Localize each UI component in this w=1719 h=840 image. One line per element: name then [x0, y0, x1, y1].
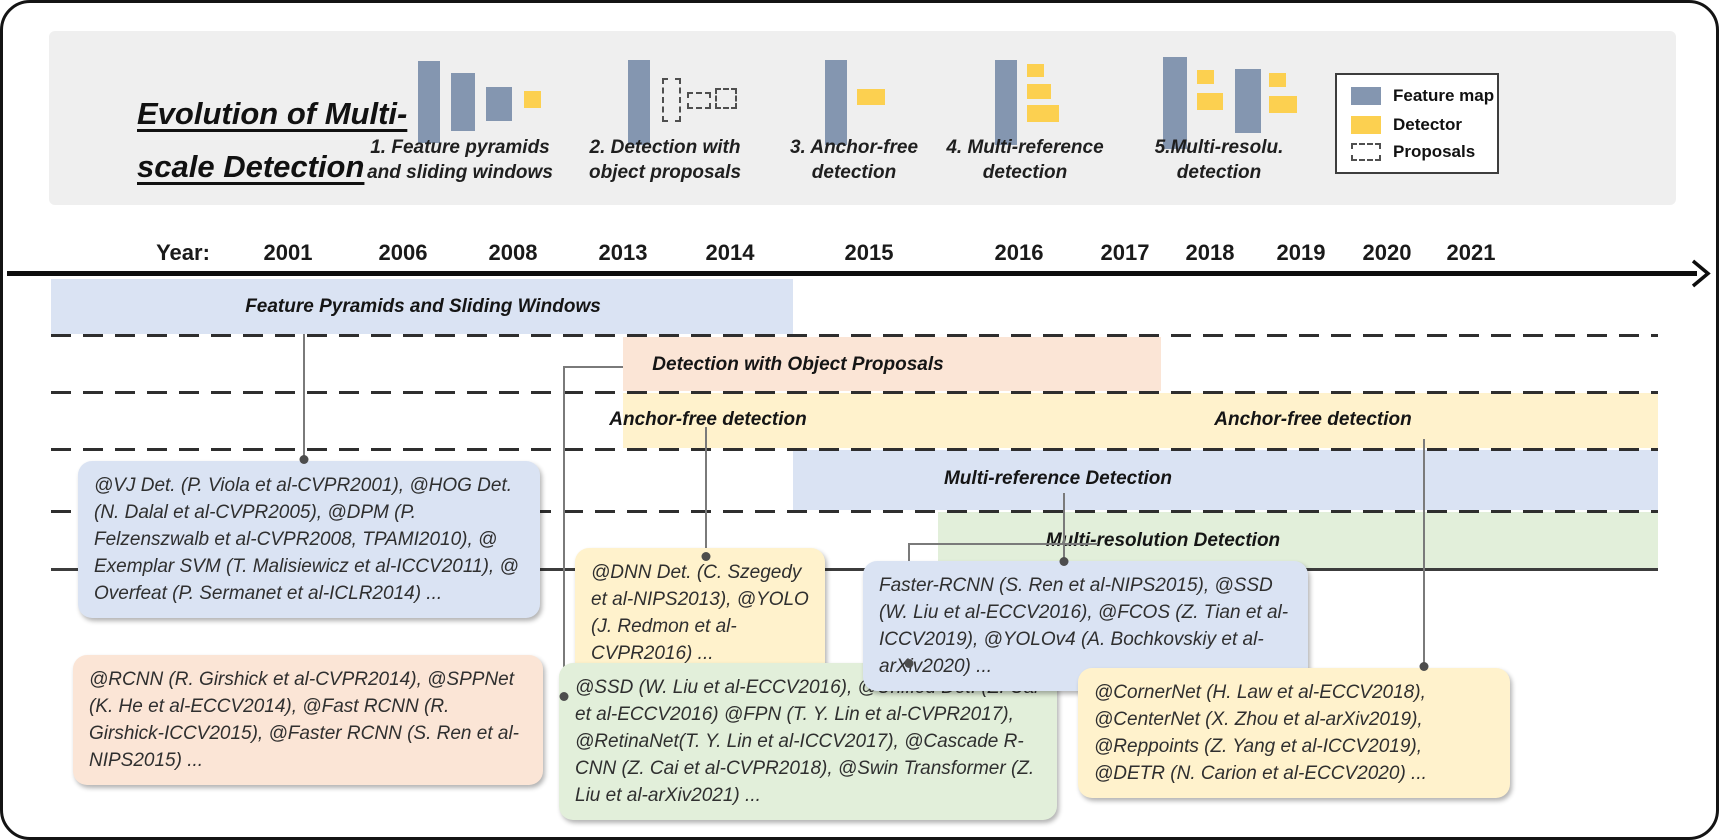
band-multi-reference [793, 450, 1658, 510]
connector-line [1063, 493, 1065, 559]
detector-icon [1197, 70, 1214, 84]
callout-object-proposals-refs: @RCNN (R. Girshick et al-CVPR2014), @SPP… [73, 655, 543, 785]
proposal-box-icon [715, 88, 737, 109]
legend-label-proposals: Proposals [1393, 142, 1476, 161]
axis-label: Year: [156, 240, 210, 265]
stage-3-caption: 3. Anchor-free detection [789, 137, 919, 183]
proposal-box-icon [662, 78, 681, 122]
page-title-line1: Evolution of Multi- [137, 96, 408, 131]
connector-dot [1419, 662, 1429, 671]
connector-line [705, 427, 707, 554]
band-label-anchor-free-right: Anchor-free detection [1214, 409, 1412, 430]
year-tick: 2015 [844, 240, 894, 265]
detector-icon [1269, 96, 1297, 113]
year-tick: 2016 [994, 240, 1044, 265]
connector-line [908, 543, 1098, 545]
feature-map-bar-icon [825, 60, 847, 145]
legend-label-detector: Detector [1393, 115, 1462, 134]
detector-icon [1269, 73, 1286, 87]
feature-map-bar-icon [1163, 57, 1187, 149]
page-title-line2: scale Detection [137, 149, 365, 185]
feature-map-bar-icon [1235, 69, 1261, 133]
connector-dot [701, 552, 711, 561]
year-tick: 2018 [1185, 240, 1235, 265]
feature-map-swatch-icon [1351, 87, 1381, 105]
band-object-proposals [623, 337, 1161, 391]
band-label-feature-pyramids: Feature Pyramids and Sliding Windows [245, 296, 601, 317]
detector-icon [1027, 105, 1059, 122]
legend-label-feature-map: Feature map [1393, 86, 1495, 105]
stage-2-caption: 2. Detection with object proposals [588, 137, 742, 183]
connector-line [303, 334, 305, 459]
connector-line [1423, 439, 1425, 664]
feature-map-bar-icon [995, 60, 1017, 145]
connector-line [563, 366, 565, 694]
band-label-anchor-free-left: Anchor-free detection [609, 409, 807, 430]
row-separator [51, 448, 1658, 451]
year-tick: 2008 [488, 240, 538, 265]
feature-map-bar-icon [418, 61, 440, 143]
band-label-object-proposals: Detection with Object Proposals [652, 354, 944, 375]
row-separator [51, 334, 1658, 337]
feature-map-bar-icon [451, 73, 475, 131]
legend: Feature map Detector Proposals [1335, 73, 1499, 174]
callout-anchor-free-late-refs: @CornerNet (H. Law et al-ECCV2018), @Cen… [1078, 668, 1510, 798]
year-tick: 2014 [705, 240, 755, 265]
band-label-multi-reference: Multi-reference Detection [943, 468, 1173, 489]
detector-icon [524, 91, 541, 108]
connector-dot [299, 455, 309, 464]
stage-4-caption: 4. Multi-reference detection [946, 137, 1104, 183]
year-tick: 2001 [263, 240, 313, 265]
year-tick: 2013 [598, 240, 648, 265]
year-tick: 2006 [378, 240, 428, 265]
year-tick: 2020 [1362, 240, 1412, 265]
callout-feature-pyramids-refs: @VJ Det. (P. Viola et al-CVPR2001), @HOG… [78, 461, 540, 618]
connector-dot [1059, 557, 1069, 566]
stage-5-caption: 5.Multi-resolu. detection [1154, 137, 1284, 183]
band-feature-pyramids [51, 279, 793, 334]
detector-icon [857, 89, 885, 105]
year-tick: 2017 [1100, 240, 1150, 265]
year-tick: 2019 [1276, 240, 1326, 265]
detector-swatch-icon [1351, 116, 1381, 134]
feature-map-bar-icon [628, 60, 650, 145]
timeline-axis [7, 271, 1697, 276]
stage-1-caption: 1. Feature pyramids and sliding windows [367, 137, 553, 183]
band-anchor-free [623, 393, 1658, 448]
row-separator [51, 391, 1658, 394]
connector-dot [904, 659, 914, 668]
band-multi-resolution [938, 512, 1658, 569]
feature-map-bar-icon [486, 87, 512, 121]
page-title: Evolution of Multi- scale Detection [137, 87, 407, 194]
row-separator [51, 510, 1658, 513]
axis-arrow-icon [1691, 259, 1711, 288]
year-tick: 2021 [1446, 240, 1496, 265]
proposals-swatch-icon [1351, 143, 1381, 161]
detector-icon [1197, 93, 1223, 110]
bottom-axis-line [51, 568, 1658, 571]
connector-dot [559, 692, 569, 701]
connector-line [563, 366, 623, 368]
detector-icon [1027, 84, 1051, 99]
callout-anchor-free-early-refs: @DNN Det. (C. Szegedy et al-NIPS2013), @… [575, 548, 825, 678]
detector-icon [1027, 64, 1044, 77]
band-label-multi-resolution: Multi-resolution Detection [1045, 530, 1281, 551]
proposal-box-icon [687, 92, 711, 109]
